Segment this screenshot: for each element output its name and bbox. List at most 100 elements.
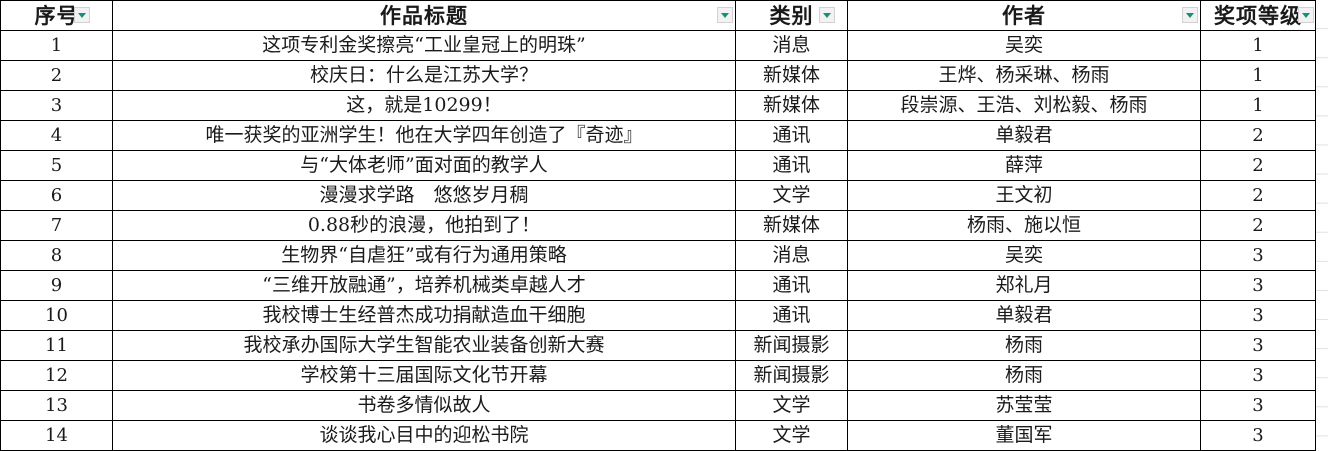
cell-category[interactable]: 消息 <box>735 30 848 61</box>
cell-author[interactable]: 段崇源、王浩、刘松毅、杨雨 <box>847 90 1201 121</box>
cell-award[interactable]: 1 <box>1200 60 1316 91</box>
cell-title[interactable]: 0.88秒的浪漫，他拍到了！ <box>112 210 736 241</box>
cell-category[interactable]: 新媒体 <box>735 210 848 241</box>
column-header-category[interactable]: 类别 <box>735 0 848 31</box>
cell-index[interactable]: 10 <box>0 300 113 331</box>
table-row[interactable]: 14 谈谈我心目中的迎松书院 文学 董国军 3 <box>0 420 1316 451</box>
cell-index[interactable]: 1 <box>0 30 113 61</box>
cell-author[interactable]: 吴奕 <box>847 240 1201 271</box>
cell-category[interactable]: 文学 <box>735 390 848 421</box>
table-row[interactable]: 13 书卷多情似故人 文学 苏莹莹 3 <box>0 390 1316 421</box>
cell-author[interactable]: 杨雨、施以恒 <box>847 210 1201 241</box>
cell-index[interactable]: 13 <box>0 390 113 421</box>
cell-award[interactable]: 3 <box>1200 240 1316 271</box>
table-row[interactable]: 10 我校博士生经普杰成功捐献造血干细胞 通讯 单毅君 3 <box>0 300 1316 331</box>
cell-index[interactable]: 4 <box>0 120 113 151</box>
table-row[interactable]: 1 这项专利金奖擦亮“工业皇冠上的明珠” 消息 吴奕 1 <box>0 30 1316 61</box>
cell-title[interactable]: 我校承办国际大学生智能农业装备创新大赛 <box>112 330 736 361</box>
cell-award[interactable]: 2 <box>1200 180 1316 211</box>
cell-index[interactable]: 14 <box>0 420 113 451</box>
cell-award[interactable]: 3 <box>1200 420 1316 451</box>
table-row[interactable]: 4 唯一获奖的亚洲学生！他在大学四年创造了『奇迹』 通讯 单毅君 2 <box>0 120 1316 151</box>
cell-award[interactable]: 3 <box>1200 360 1316 391</box>
cell-award[interactable]: 3 <box>1200 330 1316 361</box>
cell-author[interactable]: 单毅君 <box>847 120 1201 151</box>
cell-author[interactable]: 杨雨 <box>847 360 1201 391</box>
cell-title[interactable]: 我校博士生经普杰成功捐献造血干细胞 <box>112 300 736 331</box>
column-header-award[interactable]: 奖项等级 <box>1200 0 1316 31</box>
cell-award[interactable]: 3 <box>1200 300 1316 331</box>
cell-index[interactable]: 6 <box>0 180 113 211</box>
filter-dropdown-icon-author[interactable] <box>1182 7 1198 23</box>
cell-award[interactable]: 2 <box>1200 120 1316 151</box>
cell-category[interactable]: 通讯 <box>735 150 848 181</box>
column-header-title[interactable]: 作品标题 <box>112 0 736 31</box>
table-row[interactable]: 12 学校第十三届国际文化节开幕 新闻摄影 杨雨 3 <box>0 360 1316 391</box>
cell-author[interactable]: 杨雨 <box>847 330 1201 361</box>
cell-author[interactable]: 吴奕 <box>847 30 1201 61</box>
filter-dropdown-icon-category[interactable] <box>819 7 835 23</box>
table-row[interactable]: 9 “三维开放融通”，培养机械类卓越人才 通讯 郑礼月 3 <box>0 270 1316 301</box>
cell-index[interactable]: 8 <box>0 240 113 271</box>
cell-category[interactable]: 文学 <box>735 420 848 451</box>
cell-author[interactable]: 王烨、杨采琳、杨雨 <box>847 60 1201 91</box>
filter-dropdown-icon-index[interactable] <box>74 7 90 23</box>
cell-title[interactable]: 这，就是10299！ <box>112 90 736 121</box>
cell-index[interactable]: 11 <box>0 330 113 361</box>
cell-category[interactable]: 新媒体 <box>735 60 848 91</box>
cell-index[interactable]: 5 <box>0 150 113 181</box>
column-header-author-label: 作者 <box>1002 3 1046 28</box>
cell-author[interactable]: 王文初 <box>847 180 1201 211</box>
cell-title[interactable]: 谈谈我心目中的迎松书院 <box>112 420 736 451</box>
cell-title[interactable]: “三维开放融通”，培养机械类卓越人才 <box>112 270 736 301</box>
cell-author[interactable]: 苏莹莹 <box>847 390 1201 421</box>
cell-title[interactable]: 学校第十三届国际文化节开幕 <box>112 360 736 391</box>
column-header-index-label: 序号 <box>34 3 79 28</box>
table-row[interactable]: 11 我校承办国际大学生智能农业装备创新大赛 新闻摄影 杨雨 3 <box>0 330 1316 361</box>
cell-title[interactable]: 校庆日：什么是江苏大学？ <box>112 60 736 91</box>
cell-title[interactable]: 生物界“自虐狂”或有行为通用策略 <box>112 240 736 271</box>
cell-index[interactable]: 2 <box>0 60 113 91</box>
column-header-category-label: 类别 <box>769 3 814 28</box>
cell-index[interactable]: 3 <box>0 90 113 121</box>
column-header-author[interactable]: 作者 <box>847 0 1201 31</box>
cell-award[interactable]: 1 <box>1200 30 1316 61</box>
cell-award[interactable]: 2 <box>1200 150 1316 181</box>
cell-category[interactable]: 新媒体 <box>735 90 848 121</box>
cell-title[interactable]: 漫漫求学路 悠悠岁月稠 <box>112 180 736 211</box>
cell-author[interactable]: 单毅君 <box>847 300 1201 331</box>
cell-award[interactable]: 3 <box>1200 390 1316 421</box>
table-header: 序号 作品标题 类别 <box>0 0 1316 31</box>
table-row[interactable]: 2 校庆日：什么是江苏大学？ 新媒体 王烨、杨采琳、杨雨 1 <box>0 60 1316 91</box>
column-header-index[interactable]: 序号 <box>0 0 113 31</box>
cell-award[interactable]: 2 <box>1200 210 1316 241</box>
cell-award[interactable]: 3 <box>1200 270 1316 301</box>
cell-title[interactable]: 与“大体老师”面对面的教学人 <box>112 150 736 181</box>
cell-author[interactable]: 董国军 <box>847 420 1201 451</box>
cell-index[interactable]: 9 <box>0 270 113 301</box>
cell-title[interactable]: 唯一获奖的亚洲学生！他在大学四年创造了『奇迹』 <box>112 120 736 151</box>
cell-author[interactable]: 郑礼月 <box>847 270 1201 301</box>
cell-category[interactable]: 消息 <box>735 240 848 271</box>
cell-category[interactable]: 通讯 <box>735 120 848 151</box>
table-row[interactable]: 3 这，就是10299！ 新媒体 段崇源、王浩、刘松毅、杨雨 1 <box>0 90 1316 121</box>
cell-category[interactable]: 新闻摄影 <box>735 360 848 391</box>
cell-author[interactable]: 薛萍 <box>847 150 1201 181</box>
column-header-title-label: 作品标题 <box>380 3 468 28</box>
filter-dropdown-icon-award[interactable] <box>1298 7 1314 23</box>
table-row[interactable]: 7 0.88秒的浪漫，他拍到了！ 新媒体 杨雨、施以恒 2 <box>0 210 1316 241</box>
table-row[interactable]: 6 漫漫求学路 悠悠岁月稠 文学 王文初 2 <box>0 180 1316 211</box>
filter-dropdown-icon-title[interactable] <box>717 7 733 23</box>
cell-award[interactable]: 1 <box>1200 90 1316 121</box>
cell-category[interactable]: 新闻摄影 <box>735 330 848 361</box>
cell-category[interactable]: 通讯 <box>735 300 848 331</box>
cell-title[interactable]: 书卷多情似故人 <box>112 390 736 421</box>
header-row: 序号 作品标题 类别 <box>0 0 1316 31</box>
cell-index[interactable]: 7 <box>0 210 113 241</box>
table-row[interactable]: 8 生物界“自虐狂”或有行为通用策略 消息 吴奕 3 <box>0 240 1316 271</box>
cell-title[interactable]: 这项专利金奖擦亮“工业皇冠上的明珠” <box>112 30 736 61</box>
cell-index[interactable]: 12 <box>0 360 113 391</box>
cell-category[interactable]: 通讯 <box>735 270 848 301</box>
table-row[interactable]: 5 与“大体老师”面对面的教学人 通讯 薛萍 2 <box>0 150 1316 181</box>
cell-category[interactable]: 文学 <box>735 180 848 211</box>
